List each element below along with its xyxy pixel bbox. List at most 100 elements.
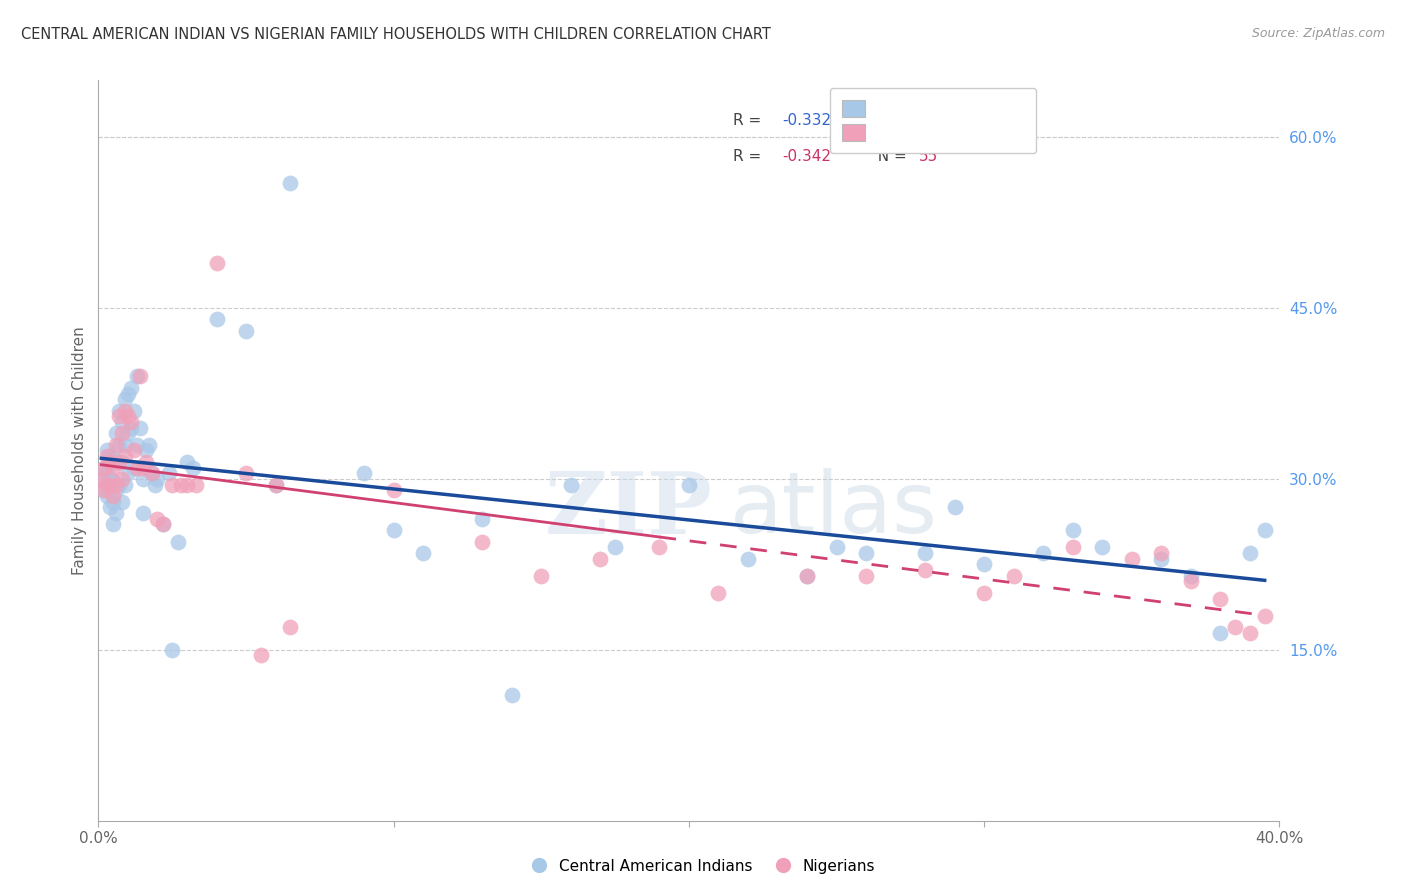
Point xyxy=(114,392,136,407)
Point xyxy=(105,483,128,498)
Point xyxy=(143,477,166,491)
Point xyxy=(111,415,134,429)
Point xyxy=(1180,568,1202,582)
Point xyxy=(108,477,131,491)
Point xyxy=(105,426,128,441)
Point xyxy=(117,467,139,481)
Point xyxy=(93,483,115,498)
Point xyxy=(914,563,936,577)
Point xyxy=(114,449,136,463)
Point xyxy=(111,494,134,508)
Point xyxy=(138,438,160,452)
Point xyxy=(707,586,730,600)
Point xyxy=(855,568,877,582)
Text: ZIP: ZIP xyxy=(544,467,713,551)
Point xyxy=(122,403,145,417)
Point xyxy=(96,467,118,481)
Point xyxy=(103,474,125,488)
Point xyxy=(605,541,627,555)
Text: CENTRAL AMERICAN INDIAN VS NIGERIAN FAMILY HOUSEHOLDS WITH CHILDREN CORRELATION : CENTRAL AMERICAN INDIAN VS NIGERIAN FAMI… xyxy=(21,27,770,42)
Point xyxy=(96,449,118,463)
Point xyxy=(1209,591,1232,606)
Point xyxy=(973,558,995,572)
Point xyxy=(103,451,125,466)
Point xyxy=(412,546,434,560)
Point xyxy=(128,420,150,434)
Point xyxy=(1239,625,1261,640)
Point xyxy=(105,477,128,491)
Point xyxy=(973,586,995,600)
Point xyxy=(108,403,131,417)
Point xyxy=(280,620,302,634)
Point xyxy=(152,517,174,532)
Point xyxy=(132,472,155,486)
Point xyxy=(114,477,136,491)
Point xyxy=(103,517,125,532)
Point xyxy=(105,506,128,520)
Text: N =: N = xyxy=(869,113,912,128)
Point xyxy=(146,472,169,486)
Point xyxy=(93,460,115,475)
Point xyxy=(96,489,118,503)
Point xyxy=(167,534,190,549)
Point xyxy=(737,551,759,566)
Point xyxy=(382,483,405,498)
Point xyxy=(120,420,142,434)
Point xyxy=(1091,541,1114,555)
Point xyxy=(176,455,198,469)
Point xyxy=(589,551,612,566)
Point xyxy=(1002,568,1025,582)
Point xyxy=(108,455,131,469)
Point xyxy=(176,477,198,491)
Point xyxy=(914,546,936,560)
Point xyxy=(1121,551,1143,566)
Point xyxy=(560,477,582,491)
Point xyxy=(128,369,150,384)
Point xyxy=(1180,574,1202,589)
Point xyxy=(264,477,287,491)
Point xyxy=(1062,523,1084,537)
Point xyxy=(382,523,405,537)
Point xyxy=(117,409,139,424)
Legend:                               ,                               : , xyxy=(830,88,1036,153)
Point xyxy=(1032,546,1054,560)
Point xyxy=(162,642,183,657)
Point xyxy=(264,477,287,491)
Point xyxy=(1150,546,1173,560)
Point xyxy=(135,443,157,458)
Point xyxy=(184,477,207,491)
Point xyxy=(122,443,145,458)
Point xyxy=(1209,625,1232,640)
Text: Source: ZipAtlas.com: Source: ZipAtlas.com xyxy=(1251,27,1385,40)
Point xyxy=(117,386,139,401)
Point xyxy=(114,403,136,417)
Point xyxy=(205,312,228,326)
Text: 55: 55 xyxy=(920,149,938,164)
Point xyxy=(90,472,112,486)
Text: R =: R = xyxy=(733,149,766,164)
Text: N =: N = xyxy=(869,149,912,164)
Point xyxy=(132,460,155,475)
Point xyxy=(125,438,148,452)
Text: -0.332: -0.332 xyxy=(782,113,831,128)
Point xyxy=(141,467,163,481)
Point xyxy=(1225,620,1247,634)
Text: 76: 76 xyxy=(920,113,939,128)
Point xyxy=(530,568,553,582)
Point xyxy=(471,534,494,549)
Point xyxy=(796,568,818,582)
Point xyxy=(235,467,257,481)
Point xyxy=(111,426,134,441)
Point xyxy=(111,455,134,469)
Point xyxy=(108,438,131,452)
Point xyxy=(250,648,273,663)
Point xyxy=(648,541,671,555)
Point xyxy=(1254,523,1277,537)
Point xyxy=(141,467,163,481)
Point xyxy=(98,455,121,469)
Point xyxy=(117,426,139,441)
Point xyxy=(280,176,302,190)
Point xyxy=(1254,608,1277,623)
Point xyxy=(111,472,134,486)
Point xyxy=(93,460,115,475)
